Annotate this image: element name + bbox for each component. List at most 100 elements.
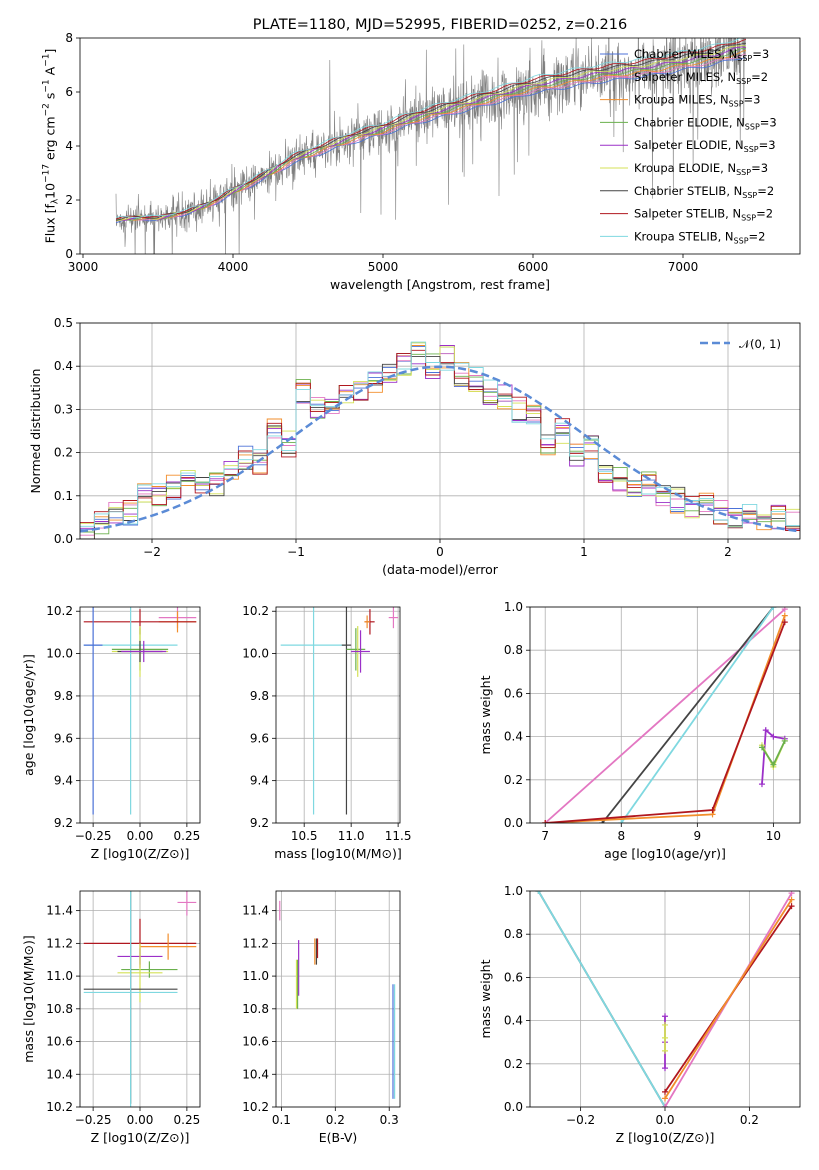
panel-mass_vs_ebv: 0.1 0.2 0.3 10.2 10.4 10.6 10.8 11.0 11.2 11.4 E(B… — [242, 890, 401, 1145]
y-tick-label: 9.2 — [250, 816, 269, 830]
legend-count: =3 — [744, 93, 761, 107]
panel-weight_vs_Z: −0.2 0.0 0.2 0.0 0.2 0.4 0.6 0.8 1.0 Z [log10(Z/Z… — [478, 884, 801, 1145]
y-tick-label: 9.6 — [54, 731, 73, 745]
y-label-part: ] — [43, 49, 58, 54]
legend-text: Kroupa STELIB, N — [634, 229, 734, 243]
weight-line-salpeter_miles — [544, 608, 786, 823]
model-spectrum-salpeter_miles — [115, 53, 747, 222]
x-axis-label: wavelength [Angstrom, rest frame] — [330, 277, 550, 292]
legend-subscript: SSP — [737, 54, 752, 63]
x-tick-label: 0.2 — [740, 1113, 759, 1127]
x-tick-label: 0.25 — [174, 1113, 201, 1127]
legend-label-salpeter_stelib: Salpeter STELIB, NSSP=2 — [634, 207, 773, 223]
y-tick-label: 10.4 — [242, 1067, 269, 1081]
axes-frame — [529, 606, 801, 824]
y-label-part: −1 — [42, 54, 52, 67]
data-spectrum — [115, 38, 746, 254]
y-tick-label: 0.5 — [54, 316, 73, 330]
plot-area — [83, 891, 197, 1107]
y-tick-label: 0.0 — [54, 532, 73, 546]
y-tick-label: 0.3 — [54, 402, 73, 416]
weight-marker-kroupa_miles — [781, 612, 788, 619]
y-axis-label: mass weight — [478, 959, 493, 1038]
y-axis-label: mass weight — [478, 675, 493, 754]
y-tick-label: 10.4 — [46, 1067, 73, 1081]
y-tick-label: 0.1 — [54, 489, 73, 503]
legend-subscript: SSP — [741, 214, 756, 223]
axes-frame — [79, 606, 201, 824]
panel-age_vs_Z: −0.25 0.00 0.25 9.2 9.4 9.6 9.8 10.0 10.2 Z [log1… — [21, 604, 201, 861]
weight-marker-kroupa_stelib — [770, 607, 777, 610]
weight-marker-salpeter_elodie — [770, 733, 777, 740]
y-tick-label: 10.2 — [46, 604, 73, 618]
gaussian-curve — [80, 365, 800, 533]
x-tick-label: 10.5 — [291, 829, 318, 843]
legend-text: Salpeter MILES, N — [634, 70, 736, 84]
axes-frame — [275, 890, 401, 1108]
y-tick-label: 10.6 — [46, 1035, 73, 1049]
y-label-part: s — [43, 93, 58, 104]
y-tick-label: 0.2 — [54, 446, 73, 460]
legend-count: =2 — [756, 207, 773, 221]
plot-area — [280, 607, 399, 815]
x-tick-label: −1 — [287, 545, 305, 559]
hist-kroupa_elodie — [80, 342, 800, 527]
weight-line-kroupa_stelib — [537, 891, 666, 1107]
model-spectrum-salpeter_stelib — [115, 39, 747, 220]
axes-frame — [529, 890, 801, 1108]
legend-subscript: SSP — [734, 236, 749, 245]
y-tick-label: 0.8 — [504, 643, 523, 657]
legend-gauss-label: 𝒩(0, 1) — [739, 337, 781, 351]
x-axis-label: mass [log10(M/M⊙)] — [274, 846, 402, 861]
x-tick-label: 0.25 — [174, 829, 201, 843]
weight-marker-salpeter_stelib — [542, 820, 549, 823]
y-tick-label: 0.8 — [504, 927, 523, 941]
y-tick-label: 9.4 — [54, 774, 73, 788]
legend-count: =3 — [759, 138, 776, 152]
model-spectrum-kroupa_stelib — [115, 38, 741, 218]
y-tick-label: 0.6 — [504, 970, 523, 984]
weight-marker-chabrier_elodie — [781, 737, 788, 744]
y-tick-label: 1.0 — [504, 884, 523, 898]
x-tick-label: 5000 — [368, 260, 399, 274]
x-tick-label: 2 — [724, 545, 732, 559]
legend-subscript: SSP — [744, 145, 759, 154]
y-tick-label: 10.2 — [242, 604, 269, 618]
legend-label-chabrier_elodie: Chabrier ELODIE, NSSP=3 — [634, 115, 777, 131]
weight-marker-kroupa_elodie — [662, 1021, 668, 1028]
plot-area — [80, 341, 800, 539]
y-tick-label: 11.4 — [46, 904, 73, 918]
weight-marker-salpeter_stelib — [781, 619, 788, 626]
y-tick-label: 4 — [65, 139, 73, 153]
legend-label-chabrier_stelib: Chabrier STELIB, NSSP=2 — [634, 184, 774, 200]
y-tick-label: 9.8 — [54, 689, 73, 703]
plot-area — [83, 607, 197, 815]
x-tick-label: 0.3 — [380, 1113, 399, 1127]
x-tick-label: 8 — [617, 829, 625, 843]
x-tick-label: 0.2 — [326, 1113, 345, 1127]
legend-label-kroupa_elodie: Kroupa ELODIE, NSSP=3 — [634, 161, 768, 177]
y-label-part: A — [43, 66, 58, 79]
x-tick-label: 3000 — [68, 260, 99, 274]
x-tick-label: 0 — [436, 545, 444, 559]
x-tick-label: 0.00 — [127, 829, 154, 843]
y-tick-label: 11.2 — [242, 936, 269, 950]
weight-marker-kroupa_miles — [662, 1095, 668, 1102]
y-tick-label: 0.4 — [504, 1014, 523, 1028]
legend-subscript: SSP — [729, 100, 744, 109]
weight-marker-salpeter_elodie — [662, 1013, 668, 1020]
weight-line-kroupa_stelib — [620, 607, 775, 823]
y-tick-label: 2 — [65, 193, 73, 207]
legend-label-chabrier_miles: Chabrier MILES, NSSP=3 — [634, 47, 769, 63]
weight-line-salpeter_elodie — [761, 728, 785, 785]
panel-residuals: −2 −1 0 1 2 0.0 0.1 0.2 0.3 0.4 0.5 (data-model)/er… — [28, 316, 801, 577]
y-tick-label: 10.0 — [242, 647, 269, 661]
weight-marker-chabrier_elodie — [758, 744, 765, 751]
weight-line-salpeter_stelib — [545, 621, 786, 823]
panel-age_vs_mass: 10.5 11.0 11.5 9.2 9.4 9.6 9.8 10.0 10.2 mass [lo… — [242, 604, 411, 861]
weight-marker-salpeter_stelib — [709, 807, 716, 814]
x-tick-label: −2 — [143, 545, 161, 559]
plot-area — [535, 891, 795, 1107]
y-tick-label: 0.2 — [504, 1057, 523, 1071]
